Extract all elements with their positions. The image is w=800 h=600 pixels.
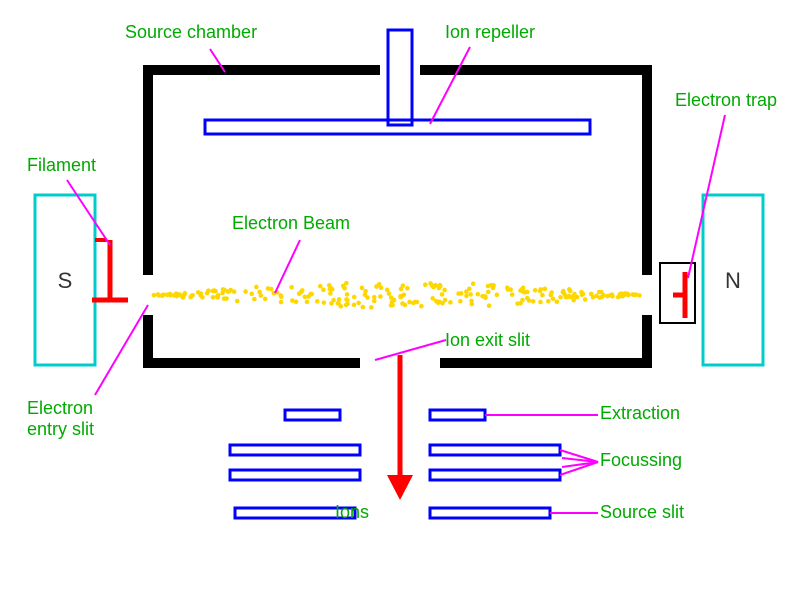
svg-text:N: N xyxy=(725,268,741,293)
label-filament: Filament xyxy=(27,155,96,176)
label-ions: Ions xyxy=(335,502,369,523)
label-electron-trap: Electron trap xyxy=(675,90,777,111)
label-ion-repeller: Ion repeller xyxy=(445,22,535,43)
label-focussing: Focussing xyxy=(600,450,682,471)
label-electron-beam: Electron Beam xyxy=(232,213,350,234)
label-ion-exit-slit: Ion exit slit xyxy=(445,330,530,351)
svg-text:S: S xyxy=(58,268,73,293)
label-electron-entry-slit: Electron entry slit xyxy=(27,398,94,440)
label-source-chamber: Source chamber xyxy=(125,22,257,43)
label-extraction: Extraction xyxy=(600,403,680,424)
label-source-slit: Source slit xyxy=(600,502,684,523)
